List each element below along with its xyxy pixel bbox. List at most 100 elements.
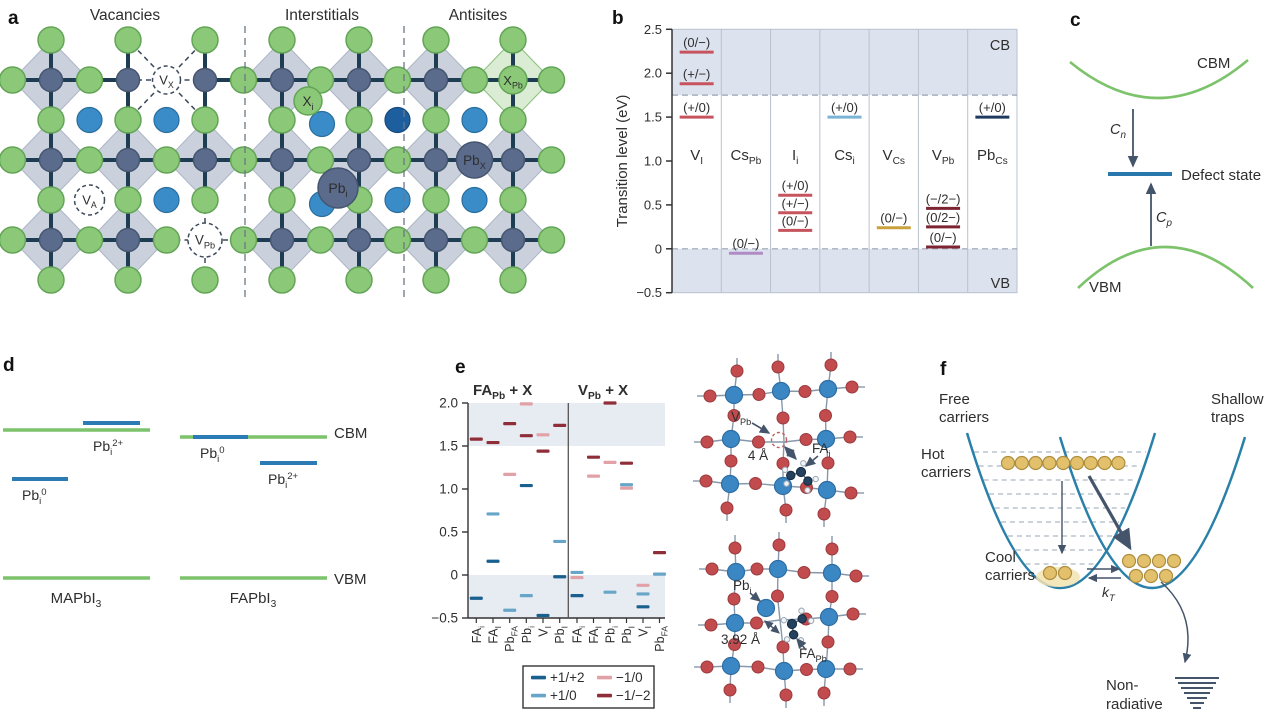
panel-f-letter: f (940, 359, 947, 380)
halide-x-atom (422, 106, 450, 134)
pb-atom (816, 429, 836, 449)
a-cation (153, 106, 180, 134)
hot-carrier (1000, 455, 1016, 471)
iodide-atom (821, 456, 835, 470)
cb-shaded-region (468, 403, 665, 446)
pb-interstitial-atom (317, 167, 359, 209)
pb-atom (192, 67, 218, 93)
a-cation (153, 186, 180, 214)
halide-x-atom (422, 26, 450, 54)
halide-x-atom (229, 66, 258, 94)
halide-x-atom (499, 106, 527, 134)
halide-x-atom (114, 106, 142, 134)
defect-column-label: Ii (792, 147, 798, 167)
halide-x-atom (345, 26, 373, 54)
iodide-atom (771, 589, 784, 603)
halide-x-atom (0, 226, 27, 254)
iodide-atom (843, 662, 857, 676)
valence-band-label: VB (991, 276, 1010, 292)
halide-x-atom (75, 66, 104, 94)
shallow-traps-label-2: traps (1211, 409, 1244, 426)
y-tick-label: 0 (655, 241, 662, 256)
transition-level-label: (+/0) (683, 100, 710, 115)
transition-level-label: (0/−) (930, 230, 957, 245)
iodide-atom (727, 409, 741, 422)
pb-atom (725, 613, 745, 633)
x-tick-label: PbFA (653, 626, 670, 652)
mapbi3-label: MAPbI3 (51, 590, 102, 610)
x-tick-label: PbI (553, 626, 570, 644)
pb-atom (346, 67, 372, 93)
level-bar (553, 539, 567, 544)
halide-x-atom (460, 226, 489, 254)
pb-vacancy-site (770, 431, 788, 449)
x-tick-label: VI (637, 626, 654, 637)
halide-x-atom (537, 146, 566, 174)
c-atom (795, 466, 807, 478)
panel-a-lattice-diagram: VX VA VPb Xi Pbi PbX XPb (0, 26, 566, 298)
iodide-atom (817, 686, 831, 700)
cb-shaded-region (672, 29, 1017, 96)
iodide-atom (821, 635, 835, 649)
pb-atom (269, 227, 295, 253)
y-tick-label: 0 (450, 568, 458, 583)
trapped-carrier (1128, 568, 1144, 584)
level-bar (603, 460, 617, 464)
kt-label: kT (1102, 584, 1116, 604)
hot-carrier (1097, 455, 1112, 471)
pb-atom (720, 474, 740, 494)
shallow-traps-label-1: Shallow (1211, 391, 1264, 408)
x-tick-label: FAI (487, 626, 504, 644)
pb-atom (38, 227, 64, 253)
y-tick-label: 1.0 (439, 482, 458, 497)
h-atom (783, 480, 790, 487)
conduction-band-label: CB (990, 38, 1010, 54)
halide-x-atom (191, 106, 219, 134)
transition-level-label: (+/−) (683, 67, 710, 82)
a-cation (461, 186, 488, 214)
iodide-atom (825, 590, 839, 603)
iodide-atom (817, 507, 831, 521)
vbm-curve (1077, 245, 1254, 289)
transition-level-label: (0/−) (782, 213, 809, 228)
halide-x-atom (268, 106, 296, 134)
vacancy-label: VPb (195, 233, 215, 251)
pb-atom (115, 227, 141, 253)
h-atom (780, 616, 788, 624)
level-bar (486, 512, 500, 516)
y-tick-label: 1.5 (439, 439, 458, 454)
pb-atom (774, 661, 794, 681)
legend-label: −1/−2 (616, 688, 651, 703)
transition-level-label: (0/−) (683, 35, 710, 50)
iodide-atom (843, 430, 857, 444)
transition-level-label: (0/−) (880, 211, 907, 226)
legend-swatch (531, 675, 546, 680)
legend-label: +1/+2 (550, 670, 585, 685)
iodide-atom (700, 660, 714, 674)
x-interstitial-atom (293, 86, 323, 116)
shallow-trap-parabola (1058, 436, 1247, 590)
pb-atom (38, 147, 64, 173)
halide-x-atom (0, 66, 27, 94)
level-bar (553, 575, 567, 579)
panel-e-letter: e (455, 357, 466, 378)
n-atom (797, 614, 807, 624)
a-cation-dark (384, 106, 411, 134)
distance-label-4A: 4 Å (748, 448, 768, 463)
hot-carriers-label-2: carriers (921, 464, 971, 481)
non-radiative-arrow (1160, 581, 1192, 664)
level-bar (620, 486, 633, 490)
h-atom (800, 460, 807, 467)
legend-swatch (531, 693, 546, 698)
iodide-atom (779, 688, 793, 702)
pb-atom (500, 227, 526, 253)
defect-column-label: VI (690, 147, 703, 167)
level-bar (536, 433, 550, 437)
pb-atom (115, 147, 141, 173)
pb-atom (768, 559, 788, 579)
vacancy-site (151, 65, 182, 95)
x-tick-label: PbI (620, 626, 637, 644)
halide-x-atom (229, 226, 258, 254)
x-antisite-label: XPb (503, 73, 523, 91)
